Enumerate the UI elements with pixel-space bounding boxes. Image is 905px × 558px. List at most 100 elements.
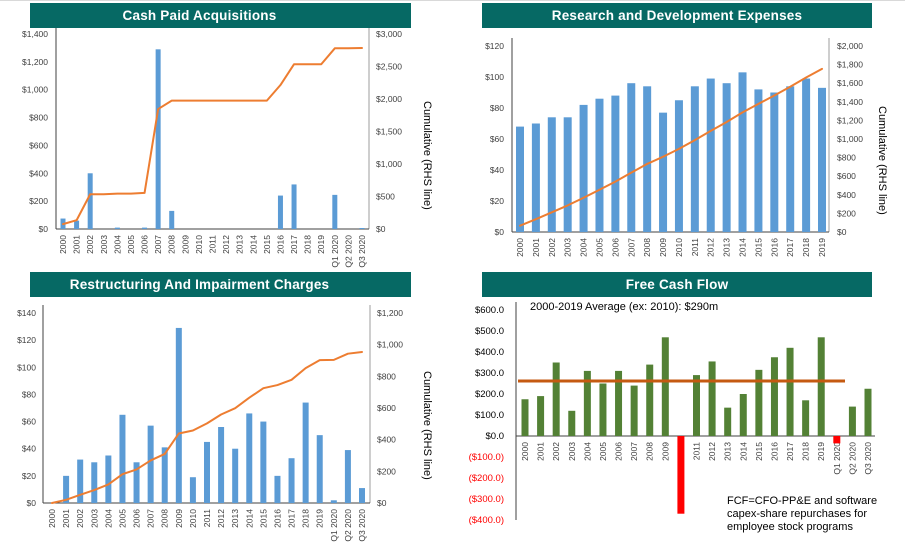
x-axis-label: 2007 [146,509,156,528]
bar [175,327,182,503]
x-axis-label: 2013 [723,442,733,461]
x-axis-label: 2012 [706,238,716,257]
x-axis-label: 2016 [275,235,285,254]
x-axis-label: Q2 2020 [847,442,857,475]
bar [359,488,365,503]
x-axis-label: 2000 [47,509,57,528]
axis-tick-label: $200 [837,208,856,218]
bar [579,104,588,232]
bar [864,388,872,436]
bar [738,72,747,232]
bar [552,362,560,436]
x-axis-label: 2010 [674,238,684,257]
x-axis-label: 2004 [582,442,592,461]
x-axis-label: 2012 [216,509,226,528]
x-axis-label: 2008 [167,235,177,254]
axis-tick-label: $800 [377,371,396,381]
x-axis-label: 2012 [707,442,717,461]
bar [547,117,556,232]
bar [147,425,154,503]
bar [661,337,669,436]
x-axis-label: 2015 [258,509,268,528]
bar [516,126,524,232]
x-axis-label: 2004 [579,238,589,257]
bar [693,375,700,436]
axis-tick-label: $120 [485,41,504,51]
x-axis-label: 2018 [301,509,311,528]
x-axis-label: 2017 [785,238,795,257]
cash-paid-acquisitions-chart: $1,400 $1,200 $1,000 $800 $600 $400 $200 $0 $3,0… [22,26,402,268]
axis-tick-label: $80 [490,103,504,113]
axis-tick-label: $1,400 [837,97,863,107]
axis-tick-label: $600 [837,171,856,181]
x-axis-label: 2013 [235,235,245,254]
research-development-chart: $120 $100 $80 $60 $40 $20 $0 $2,000 $1,800 $1,600… [485,38,863,257]
bar [646,364,654,436]
bar [722,83,731,232]
axis-tick-label: $60 [490,134,504,144]
axis-tick-label: $1,000 [377,340,403,350]
bar [583,370,591,436]
bar [802,78,811,232]
axis-tick-label: $100.0 [475,410,504,421]
bar [848,406,856,436]
axis-tick-label: $1,000 [837,134,863,144]
bar [133,462,140,503]
bar [786,86,795,232]
bar [169,210,175,229]
x-axis-label: 2006 [610,238,620,257]
x-axis-label: 2017 [287,509,297,528]
x-axis-label: 2003 [563,238,573,257]
bar [359,228,365,229]
x-axis-label: 2015 [753,238,763,257]
axis-tick-label: $100 [485,72,504,82]
x-axis-label: 2003 [89,509,99,528]
x-axis-label: 2017 [785,442,795,461]
x-axis-label: 2014 [738,238,748,257]
x-axis-label: 2014 [248,235,258,254]
x-axis-label: 2001 [536,442,546,461]
bar [521,399,529,436]
axis-tick-label: $200.0 [475,389,504,400]
axis-tick-label: $3,000 [376,29,402,39]
x-axis-label: 2001 [531,238,541,257]
axis-tick-label: $600 [377,403,396,413]
x-axis-label: 2001 [61,509,71,528]
bar [818,87,826,232]
bar [611,95,620,232]
restructuring-impairment-chart: $140 $120 $100 $80 $60 $40 $20 $0 $1,200 $1,000 $8… [17,305,403,542]
x-axis-label: 2002 [551,442,561,461]
x-axis-label: 2000 [515,238,525,257]
axis-tick-label: ($200.0) [469,473,504,484]
x-axis-label: 2006 [140,235,150,254]
bar [246,413,253,503]
bar [659,112,668,232]
axis-tick-label: $0 [376,224,386,234]
bar [739,394,747,436]
axis-tick-label: $20 [22,471,36,481]
bar [63,475,70,503]
x-axis-label: 2007 [626,238,636,257]
axis-tick-label: $0 [837,227,847,237]
x-axis-label: Q3 2020 [863,442,873,475]
x-axis-label: 2002 [75,509,85,528]
bar [344,450,351,503]
x-axis-label: 2019 [315,509,325,528]
x-axis-label: 2005 [126,235,136,254]
axis-tick-label: $600 [29,140,48,150]
axis-tick-label: $100 [17,362,36,372]
bar [74,220,80,229]
bar [105,455,112,503]
x-axis-label: 2014 [738,442,748,461]
bar [802,400,810,436]
bar [595,98,604,232]
axis-tick-label: $2,000 [376,94,402,104]
axis-tick-label: $2,000 [837,41,863,51]
axis-tick-label: $1,500 [376,127,402,137]
x-axis-label: 2000 [58,235,68,254]
axis-tick-label: $1,000 [22,85,48,95]
bar [568,410,576,436]
x-axis-label: 2002 [547,238,557,257]
chart-title-restructuring-impairment: Restructuring And Impairment Charges [30,272,411,297]
x-axis-label: 2004 [103,509,113,528]
